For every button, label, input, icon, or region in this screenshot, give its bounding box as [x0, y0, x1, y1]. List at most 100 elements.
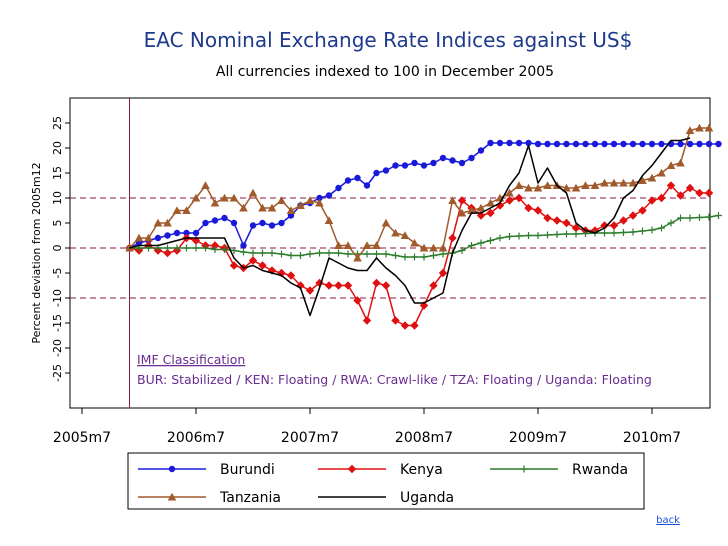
data-point-rwanda: [192, 244, 200, 252]
data-point-burundi: [354, 174, 361, 182]
data-point-burundi: [401, 162, 409, 169]
data-point-kenya: [305, 286, 315, 295]
data-point-rwanda: [401, 253, 409, 261]
data-point-kenya: [543, 213, 552, 223]
chart-title: EAC Nominal Exchange Rate Indices agains…: [144, 28, 633, 52]
legend-box: [127, 452, 645, 510]
data-point-burundi: [363, 182, 371, 189]
data-point-rwanda: [344, 250, 352, 258]
data-point-kenya: [163, 248, 172, 258]
data-point-rwanda: [715, 212, 722, 219]
legend-marker-burundi: [168, 465, 176, 473]
data-point-tanzania: [343, 241, 353, 249]
data-point-rwanda: [278, 250, 285, 258]
series-layer: [125, 123, 722, 330]
data-point-tanzania: [229, 193, 239, 202]
data-point-burundi: [696, 140, 703, 148]
data-point-rwanda: [677, 214, 684, 222]
data-point-kenya: [381, 281, 391, 290]
data-point-kenya: [429, 281, 438, 290]
data-point-burundi: [249, 222, 257, 229]
y-axis-ticks: 25 20 15 10 5 0 -5 -10 -15 -20 -25: [51, 116, 70, 382]
data-point-kenya: [647, 196, 657, 205]
data-point-kenya: [334, 281, 343, 290]
data-point-tanzania: [400, 231, 410, 239]
data-point-kenya: [258, 261, 267, 270]
data-point-tanzania: [296, 201, 305, 209]
annotation-title: IMF Classification: [137, 352, 245, 367]
data-point-burundi: [316, 194, 323, 202]
y-tick-label: 15: [51, 166, 64, 180]
series-line-uganda: [129, 137, 691, 317]
data-point-rwanda: [211, 246, 219, 253]
data-point-rwanda: [221, 246, 228, 253]
data-point-rwanda: [601, 229, 608, 237]
data-point-rwanda: [430, 252, 437, 259]
data-point-tanzania: [476, 203, 486, 212]
data-point-tanzania: [590, 181, 600, 189]
data-point-tanzania: [514, 181, 524, 189]
data-point-kenya: [372, 278, 381, 288]
data-point-tanzania: [533, 183, 543, 192]
data-point-kenya: [457, 196, 467, 205]
data-point-tanzania: [191, 193, 201, 202]
data-point-rwanda: [525, 232, 532, 239]
x-tick-label: 2005m7: [53, 430, 111, 446]
data-point-rwanda: [477, 239, 485, 247]
data-point-tanzania: [144, 233, 153, 242]
data-point-tanzania: [391, 228, 400, 237]
data-point-burundi: [582, 140, 589, 148]
y-tick-label: 0: [51, 245, 64, 252]
x-tick-label: 2008m7: [395, 430, 453, 446]
data-point-kenya: [476, 211, 486, 220]
data-point-burundi: [278, 219, 285, 227]
data-point-burundi: [525, 139, 532, 147]
legend-marker-rwanda: [520, 465, 528, 473]
y-tick-label: 10: [51, 191, 64, 205]
data-point-burundi: [449, 157, 456, 164]
data-point-rwanda: [325, 249, 333, 257]
data-point-burundi: [610, 140, 618, 148]
x-tick-label: 2007m7: [281, 430, 339, 446]
data-point-rwanda: [411, 253, 418, 261]
data-point-tanzania: [600, 178, 609, 187]
data-point-burundi: [506, 139, 513, 147]
legend: Burundi Kenya Rwanda Tanzania Uganda: [138, 462, 628, 506]
data-point-tanzania: [486, 198, 495, 207]
data-point-kenya: [324, 281, 334, 290]
data-point-burundi: [468, 154, 475, 162]
data-point-tanzania: [210, 198, 220, 207]
data-point-kenya: [514, 193, 524, 203]
data-point-burundi: [544, 140, 551, 148]
data-point-kenya: [552, 216, 562, 225]
data-point-rwanda: [667, 219, 675, 227]
data-point-tanzania: [315, 198, 324, 207]
data-point-rwanda: [553, 231, 561, 238]
data-point-tanzania: [676, 158, 685, 167]
data-point-tanzania: [429, 243, 438, 252]
legend-label-burundi: Burundi: [220, 462, 275, 478]
data-point-tanzania: [524, 183, 533, 192]
data-point-burundi: [325, 192, 333, 199]
legend-marker-kenya: [347, 464, 357, 474]
data-point-burundi: [629, 140, 637, 148]
data-point-burundi: [620, 140, 627, 148]
data-point-rwanda: [705, 213, 713, 221]
data-point-kenya: [400, 321, 410, 330]
data-point-burundi: [458, 159, 466, 167]
y-tick-label: 25: [51, 116, 64, 130]
data-point-rwanda: [515, 232, 523, 240]
x-tick-label: 2009m7: [509, 430, 567, 446]
data-point-rwanda: [639, 227, 646, 235]
data-point-burundi: [392, 162, 399, 169]
y-tick-label: -20: [51, 339, 64, 357]
data-point-tanzania: [220, 193, 229, 202]
data-point-burundi: [496, 139, 504, 147]
y-tick-label: -10: [51, 289, 64, 307]
back-link[interactable]: back: [656, 515, 680, 526]
data-point-tanzania: [448, 196, 457, 204]
data-point-burundi: [259, 219, 266, 227]
legend-label-kenya: Kenya: [400, 462, 443, 478]
data-point-kenya: [486, 208, 495, 218]
data-point-burundi: [221, 214, 228, 222]
